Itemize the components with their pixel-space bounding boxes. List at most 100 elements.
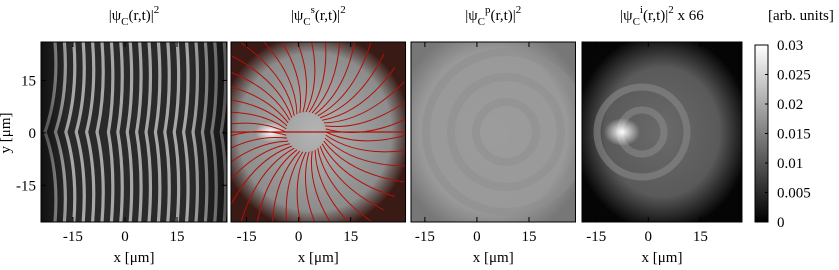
streamline [241,42,295,116]
streamline [231,130,287,137]
streamline [319,145,385,211]
colorbar-tick-label: 0.02 [777,97,803,113]
streamline [296,42,308,113]
title-part: |ψ [291,8,304,24]
ring [422,48,576,216]
title-part: C [478,16,485,28]
bright-spot [604,118,640,146]
title-part: x 66 [674,8,705,24]
streamline [321,143,396,198]
streamline [281,42,302,114]
title-part: C [121,16,128,28]
streamline [304,151,316,222]
title-part: (r,t)| [490,8,515,24]
streamline [305,42,316,113]
title-part: |ψ [465,8,478,24]
streamline [323,81,405,124]
streamline [325,118,406,134]
streamline [317,42,372,117]
x-axis-label: x [μm] [114,250,155,266]
colorbar-tick-label: 0.015 [777,127,811,143]
panel-title: |ψCp(r,t)|2 [465,4,521,28]
y-tick-label: 0 [29,126,37,142]
colorbar-tick-label: 0 [777,215,785,231]
title-part: C [633,16,640,28]
x-tick-label: 15 [521,229,536,245]
streamline [231,136,288,149]
title-part: 2 [516,4,522,16]
frame [230,41,407,223]
x-tick-label: -15 [586,229,606,245]
title-part: 2 [154,4,160,16]
streamline [231,145,293,206]
x-tick-label: -15 [415,229,435,245]
streamline [325,134,406,153]
streamline [231,86,289,124]
streamline [240,147,295,222]
title-part: |ψ [620,8,633,24]
field-background [411,42,576,222]
x-tick-label: -15 [237,229,257,245]
title-part: |ψ [109,8,122,24]
ring [472,98,540,166]
streamline [314,42,356,115]
streamline [308,42,327,113]
colorbar-label: [arb. units] [768,8,834,24]
title-part: 2 [340,4,346,16]
streamline [271,150,301,222]
streamline [314,149,349,222]
title-part: 2 [668,4,674,16]
streamline [256,149,298,222]
streamline [325,131,406,142]
title-part: (r,t)| [315,8,340,24]
colorbar-tick-label: 0.03 [777,38,803,54]
ring [593,83,691,181]
streamline [263,42,298,115]
x-tick-label: 15 [343,229,358,245]
heatmap-image [231,42,406,222]
x-tick-label: 0 [473,229,481,245]
x-tick-label: 15 [693,229,708,245]
heatmap-image [411,42,576,222]
panel-title: |ψCi(r,t)|2 x 66 [620,4,704,28]
frame [40,41,228,223]
streamline [311,42,341,114]
streamline [231,143,290,180]
panel-title: |ψC(r,t)|2 [109,4,160,28]
heatmap-image [582,42,742,222]
x-tick-label: 0 [645,229,653,245]
streamline [324,100,406,128]
frame [410,41,576,223]
streamline [231,140,289,163]
title-part: (r,t)| [128,8,153,24]
x-tick-label: 15 [170,229,185,245]
ring [447,73,565,191]
x-axis-label: x [μm] [473,250,514,266]
x-axis-label: x [μm] [642,250,683,266]
streamline [231,55,293,119]
streamline [231,99,288,127]
streamline [317,148,371,222]
streamline [285,151,304,222]
streamline [296,151,307,222]
x-axis-label: x [μm] [298,250,339,266]
streamline [324,137,406,167]
streamline [231,122,287,133]
title-part: i [640,4,643,16]
edge-fade [41,42,227,222]
title-part: p [485,4,491,16]
streamline [231,111,287,130]
y-tick-label: -15 [16,178,36,194]
y-axis-label: y [μm] [0,113,14,154]
colorbar-tick-label: 0.005 [777,186,811,202]
streamline [319,53,385,119]
title-part: C [303,16,310,28]
streamline [231,71,291,121]
x-tick-label: 0 [295,229,303,245]
streamline [323,140,405,183]
title-part: (r,t)| [643,8,668,24]
frame [581,41,743,223]
colorbar-tick-label: 0.025 [777,68,811,84]
streamline [310,150,331,222]
